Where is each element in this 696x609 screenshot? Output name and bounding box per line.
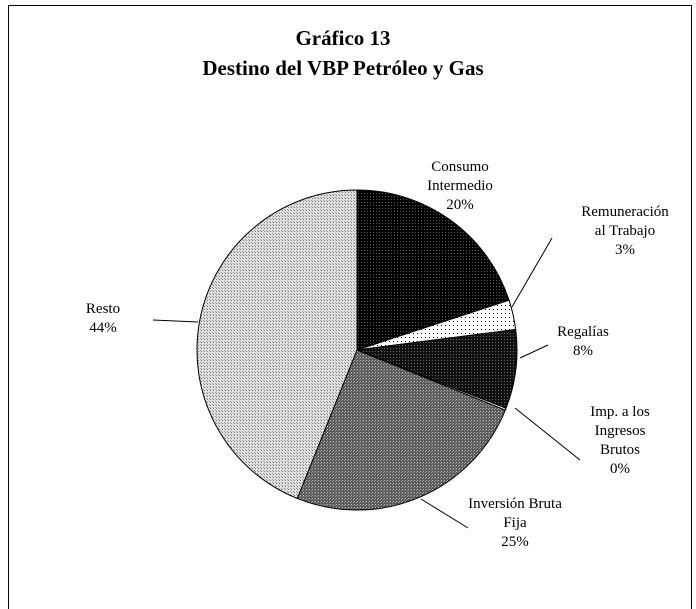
- slice-percent-label: 0%: [610, 461, 630, 477]
- slice-percent-label: 44%: [89, 320, 117, 336]
- slice-category-label: Fija: [503, 515, 527, 531]
- leader-line-5: [420, 498, 469, 529]
- slice-category-label: Regalías: [557, 324, 609, 340]
- slice-category-label: al Trabajo: [595, 223, 655, 239]
- pie-slice-6: [196, 189, 358, 500]
- leader-line-2: [511, 237, 553, 308]
- slice-category-label: Brutos: [600, 442, 640, 458]
- slice-category-label: Resto: [86, 301, 120, 317]
- leader-line-4: [514, 407, 581, 461]
- leader-line-6: [152, 319, 199, 323]
- chart-title: Gráfico 13: [295, 26, 390, 50]
- slice-category-label: Imp. a los: [590, 404, 650, 420]
- leader-line-3: [519, 344, 549, 359]
- slice-category-label: Ingresos: [595, 423, 646, 439]
- slice-category-label: Inversión Bruta: [468, 496, 562, 512]
- pie-slice-1: [356, 189, 510, 351]
- slice-category-label: Consumo: [431, 159, 489, 175]
- slice-percent-label: 25%: [501, 534, 529, 550]
- slice-percent-label: 8%: [573, 343, 593, 359]
- slice-category-label: Intermedio: [427, 178, 493, 194]
- slice-percent-label: 3%: [615, 242, 635, 258]
- chart-subtitle: Destino del VBP Petróleo y Gas: [202, 56, 483, 80]
- slice-category-label: Remuneración: [581, 204, 669, 220]
- slice-percent-label: 20%: [446, 197, 474, 213]
- pie-slice-5: [296, 349, 506, 511]
